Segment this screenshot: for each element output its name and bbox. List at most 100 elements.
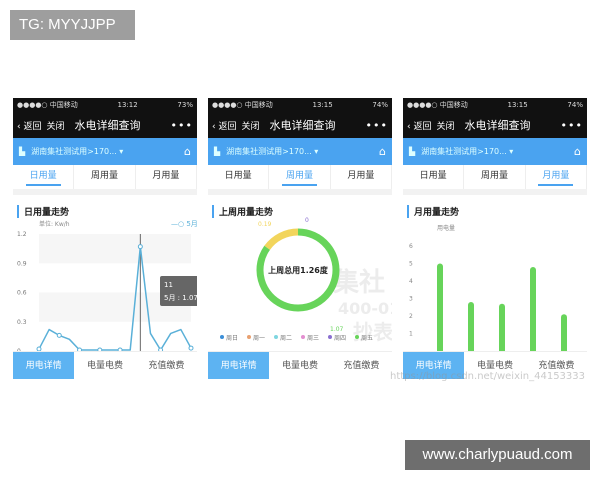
close-button[interactable]: 关闭 <box>46 121 65 132</box>
tab-0[interactable]: 日用量 <box>208 165 270 189</box>
y-tick: 1 <box>409 331 413 338</box>
tab-1[interactable]: 周用量 <box>464 165 526 189</box>
data-point <box>56 332 62 338</box>
building-icon: ▙ <box>214 147 221 156</box>
bar <box>499 303 505 355</box>
bottom-tab-0[interactable]: 用电详情 <box>13 352 75 379</box>
y-tick: 2 <box>409 313 413 320</box>
tab-2[interactable]: 月用量 <box>526 165 587 189</box>
location-bar: ▙ 湖南集社测试用>170... ▾ ⌂ <box>13 138 197 165</box>
carrier: ●●●●○ 中国移动 <box>17 101 78 109</box>
nav-bar: ‹ 返回 关闭 水电详细查询 ••• <box>208 112 392 138</box>
tab-2[interactable]: 月用量 <box>331 165 392 189</box>
carrier: ●●●●○ 中国移动 <box>212 101 273 109</box>
bottom-tab-2[interactable]: 充值缴费 <box>148 361 185 371</box>
status-bar: ●●●●○ 中国移动 13:15 74% <box>208 98 392 112</box>
tab-label: 日用量 <box>25 171 61 186</box>
bottom-tab-0[interactable]: 用电详情 <box>208 352 270 379</box>
y-tick: 4 <box>409 278 413 285</box>
chart: 单位: Kw/h—○ 5月00.30.60.91.213579111315115… <box>17 220 197 363</box>
tab-bar: 日用量 周用量 月用量 <box>13 165 197 195</box>
bottom-tab-1[interactable]: 电量电费 <box>476 361 513 371</box>
back-label: 返回 <box>413 121 432 132</box>
unit-label: 单位: Kw/h <box>39 220 70 228</box>
legend-dot <box>355 335 359 339</box>
tab-label: 月用量 <box>347 171 375 181</box>
battery: 74% <box>372 101 388 109</box>
stamp-mid: 400-012-3295 <box>338 299 392 318</box>
center-text: 上周总用1.26度 <box>268 265 329 275</box>
home-icon[interactable]: ⌂ <box>379 145 386 158</box>
bottom-tab-2[interactable]: 充值缴费 <box>343 361 380 371</box>
tab-label: 日用量 <box>224 171 252 181</box>
y-tick: 5 <box>409 261 413 268</box>
tab-label: 周用量 <box>281 171 317 186</box>
stamp-top: 集社 <box>332 267 385 298</box>
bottom-nav: 用电详情 电量电费 充值缴费 <box>403 351 587 379</box>
tab-1[interactable]: 周用量 <box>269 165 331 189</box>
more-icon[interactable]: ••• <box>365 118 388 132</box>
tooltip-title: 11 <box>164 281 173 289</box>
y-tick: 0.6 <box>17 290 27 297</box>
back-button[interactable]: ‹ 返回 <box>17 121 42 132</box>
tab-1[interactable]: 周用量 <box>74 165 136 189</box>
legend-dot <box>247 335 251 339</box>
battery: 73% <box>177 101 193 109</box>
tab-0[interactable]: 日用量 <box>403 165 465 189</box>
location-select[interactable]: 湖南集社测试用>170... ▾ <box>226 147 319 156</box>
tab-label: 周用量 <box>480 171 508 181</box>
legend-label: 周日 <box>226 335 238 342</box>
clock: 13:15 <box>312 101 333 109</box>
more-icon[interactable]: ••• <box>170 118 193 132</box>
building-icon: ▙ <box>409 147 416 156</box>
tab-bar: 日用量 周用量 月用量 <box>403 165 587 195</box>
legend-label: 周四 <box>334 335 346 342</box>
location-bar: ▙ 湖南集社测试用>170... ▾ ⌂ <box>403 138 587 165</box>
bar <box>530 267 536 355</box>
battery: 74% <box>567 101 583 109</box>
bottom-tab-0[interactable]: 用电详情 <box>403 352 465 379</box>
tab-label: 月用量 <box>538 171 574 186</box>
tab-bar: 日用量 周用量 月用量 <box>208 165 392 195</box>
watermark-url: https://blog.csdn.net/weixin_44153333 <box>390 371 586 382</box>
back-button[interactable]: ‹ 返回 <box>407 121 432 132</box>
bottom-tab-1[interactable]: 电量电费 <box>86 361 123 371</box>
close-button[interactable]: 关闭 <box>241 121 260 132</box>
legend-label: 周一 <box>253 335 265 342</box>
tab-2[interactable]: 月用量 <box>136 165 197 189</box>
stamp-bot: 抄表 <box>353 320 392 344</box>
tab-label: 日用量 <box>419 171 447 181</box>
section-title: 日用量走势 <box>17 205 197 218</box>
phone-screen: ●●●●○ 中国移动 13:15 74% ‹ 返回 关闭 水电详细查询 ••• ▙ … <box>208 98 392 379</box>
more-icon[interactable]: ••• <box>560 118 583 132</box>
status-bar: ●●●●○ 中国移动 13:15 74% <box>403 98 587 112</box>
bottom-tab-2[interactable]: 充值缴费 <box>538 361 575 371</box>
bar <box>468 302 474 355</box>
chart: 用电量 1 2 3 4 5 6 <box>409 224 567 355</box>
section-title: 上周用量走势 <box>212 205 392 218</box>
data-point <box>137 244 143 250</box>
bottom-tab-1[interactable]: 电量电费 <box>281 361 318 371</box>
close-button[interactable]: 关闭 <box>436 121 455 132</box>
pie-slice <box>264 228 299 250</box>
clock: 13:12 <box>117 101 138 109</box>
tg-label: TG: MYYJJPP <box>10 10 135 40</box>
grid-band <box>39 234 191 264</box>
home-icon[interactable]: ⌂ <box>184 145 191 158</box>
legend-dot <box>220 335 224 339</box>
tab-0[interactable]: 日用量 <box>13 165 75 189</box>
phone-screen: ●●●●○ 中国移动 13:12 73% ‹ 返回 关闭 水电详细查询 ••• ▙ … <box>13 98 197 379</box>
legend-label: 周三 <box>307 335 319 342</box>
clock: 13:15 <box>507 101 528 109</box>
location-select[interactable]: 湖南集社测试用>170... ▾ <box>421 147 514 156</box>
home-icon[interactable]: ⌂ <box>574 145 581 158</box>
site-label: www.charlypuaud.com <box>405 440 590 470</box>
y-tick: 0.9 <box>17 260 27 267</box>
section-title: 月用量走势 <box>407 205 587 218</box>
location-bar: ▙ 湖南集社测试用>170... ▾ ⌂ <box>208 138 392 165</box>
nav-bar: ‹ 返回 关闭 水电详细查询 ••• <box>403 112 587 138</box>
carrier: ●●●●○ 中国移动 <box>407 101 468 109</box>
location-select[interactable]: 湖南集社测试用>170... ▾ <box>31 147 124 156</box>
back-button[interactable]: ‹ 返回 <box>212 121 237 132</box>
